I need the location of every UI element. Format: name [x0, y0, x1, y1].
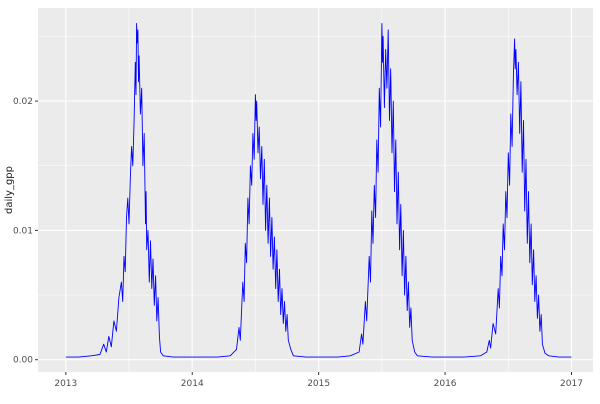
y-tick-label: 0.01: [13, 226, 33, 236]
x-tick-label: 2015: [307, 379, 330, 389]
y-tick-label: 0.00: [13, 356, 33, 366]
series-line-daily-gpp: [65, 23, 572, 358]
x-tick-label: 2016: [434, 379, 457, 389]
x-tick-label: 2014: [181, 379, 204, 389]
x-tick-label: 2017: [560, 379, 583, 389]
x-tick-label: 2013: [54, 379, 77, 389]
y-tick-label: 0.02: [13, 97, 33, 107]
y-axis-title: daily_gpp: [4, 166, 15, 214]
plot-panel: [38, 8, 593, 372]
